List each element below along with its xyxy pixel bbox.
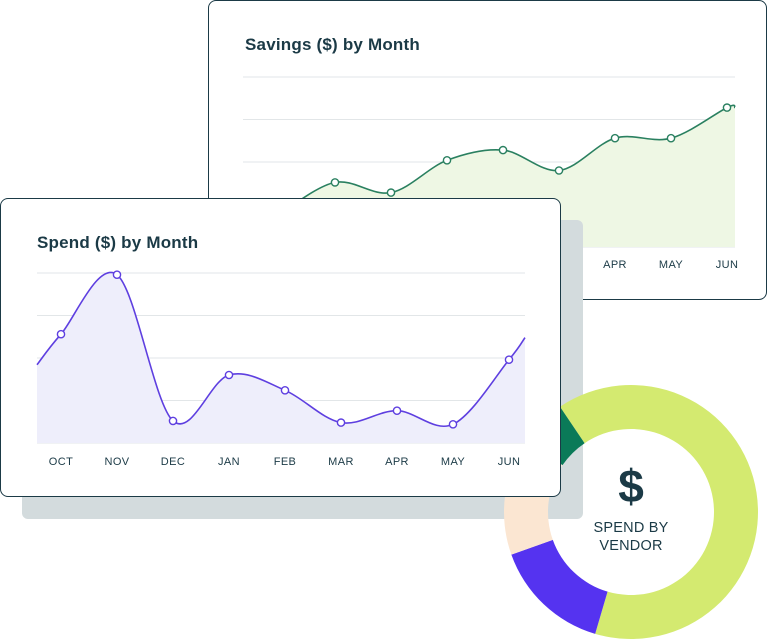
dollar-icon: $: [618, 460, 644, 512]
spend-chart: OCT NOV DEC JAN FEB MAR APR MAY JUN: [36, 270, 526, 468]
savings-point: [666, 133, 676, 143]
spend-x-tick-label: FEB: [274, 456, 297, 468]
spend-point: [168, 416, 178, 426]
spend-x-tick-label: DEC: [161, 456, 185, 468]
savings-point: [610, 133, 620, 143]
donut-slice-lime: [559, 385, 758, 639]
savings-point: [722, 103, 732, 112]
spend-x-tick-label: APR: [385, 456, 409, 468]
spend-area-fill: [37, 272, 525, 443]
savings-x-tick-label: APR: [603, 259, 627, 271]
spend-x-tick-label: MAY: [441, 456, 465, 468]
savings-chart-title: Savings ($) by Month: [245, 35, 420, 54]
savings-point: [386, 188, 396, 197]
spend-x-tick-label: MAR: [328, 456, 354, 468]
spend-point: [336, 418, 346, 427]
savings-point: [330, 178, 340, 187]
savings-point: [498, 145, 508, 155]
spend-x-tick-label: NOV: [104, 456, 129, 468]
donut-slice-purple: [511, 539, 608, 634]
savings-x-tick-label: JUN: [716, 259, 739, 271]
spend-x-tick-label: JAN: [218, 456, 240, 468]
spend-series-line: [36, 271, 526, 427]
spend-point: [56, 329, 66, 339]
spend-point: [504, 355, 514, 364]
donut-center: $ SPEND BY VENDOR: [503, 384, 759, 640]
savings-x-tick-label: MAY: [659, 259, 683, 271]
spend-x-tick-label: JUN: [498, 456, 521, 468]
spend-point: [392, 406, 402, 415]
savings-point: [554, 166, 564, 175]
spend-point: [224, 370, 234, 380]
spend-point: [112, 270, 122, 279]
donut-label: SPEND BY VENDOR: [593, 520, 669, 554]
spend-point: [280, 385, 290, 395]
savings-point: [442, 155, 452, 165]
spend-chart-title: Spend ($) by Month: [37, 233, 199, 252]
spend-x-tick-label: OCT: [49, 456, 73, 468]
spend-chart-card: Spend ($) by Month OCT NOV DEC JAN FEB MAR APR…: [0, 198, 561, 497]
spend-point: [448, 419, 458, 429]
